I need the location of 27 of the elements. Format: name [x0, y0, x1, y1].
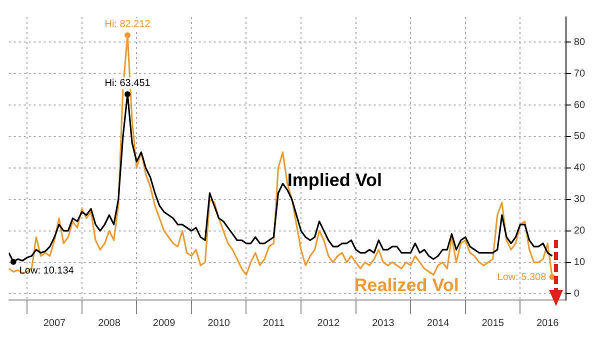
y-tick-label: 20 — [574, 226, 586, 237]
y-tick-label: 60 — [574, 100, 586, 111]
y-tick-label: 40 — [574, 162, 586, 174]
y-tick-label: 70 — [574, 68, 586, 80]
x-tick-label: 2007 — [43, 318, 66, 329]
x-tick-label: 2009 — [152, 318, 176, 329]
series-label: Realized Vol — [354, 274, 459, 295]
y-tick-label: 30 — [574, 194, 586, 206]
y-tick-label: 10 — [574, 257, 586, 268]
point — [124, 32, 131, 38]
x-tick-label: 2011 — [262, 318, 285, 329]
series-label: Implied Vol — [287, 170, 382, 190]
y-tick-label: 80 — [574, 36, 586, 48]
x-tick-label: 2012 — [317, 318, 340, 329]
y-tick-label: 50 — [574, 131, 586, 142]
x-tick-label: 2016 — [536, 318, 560, 329]
x-tick-label: 2015 — [482, 318, 504, 329]
x-tick-label: 2013 — [372, 318, 395, 329]
x-tick-label: 2010 — [208, 318, 230, 329]
x-tick-label: 2014 — [426, 318, 450, 329]
point — [10, 258, 16, 265]
annotation: Hi: 82.212 — [104, 18, 151, 30]
annotation: Low: 5.308 — [497, 272, 547, 283]
x-tick-label: 2008 — [98, 318, 121, 329]
annotation: Hi: 63.451 — [104, 78, 151, 89]
point — [124, 91, 131, 98]
y-tick-label: 0 — [574, 288, 580, 300]
